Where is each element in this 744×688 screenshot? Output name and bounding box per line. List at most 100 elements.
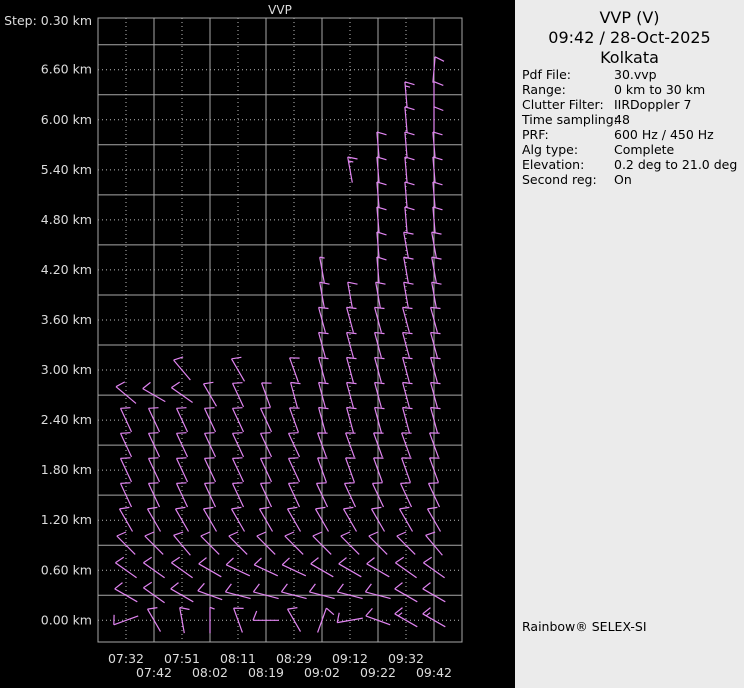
wind-barb <box>317 607 335 633</box>
x-tick-label: 08:19 <box>248 665 284 680</box>
info-value: 0 km to 30 km <box>614 82 706 97</box>
wind-barb <box>346 406 357 433</box>
wind-barb <box>115 381 137 404</box>
wind-barb <box>114 582 138 603</box>
info-key: Clutter Filter: <box>522 97 604 112</box>
y-tick-label: 1.80 km <box>41 462 92 477</box>
wind-barb <box>374 306 385 333</box>
wind-barb <box>287 432 301 458</box>
wind-barb <box>197 582 223 601</box>
info-row: Alg type: Complete <box>522 142 737 157</box>
wind-barb <box>402 306 413 333</box>
wind-barb <box>233 607 244 633</box>
product-title: VVP (V) <box>599 8 660 27</box>
y-tick-label: 4.20 km <box>41 262 92 277</box>
info-value: On <box>614 172 632 187</box>
wind-barb <box>347 281 358 308</box>
y-tick-label: 4.80 km <box>41 212 92 227</box>
wind-barb <box>404 81 415 108</box>
wind-barb <box>402 356 413 383</box>
wind-barb <box>346 356 357 383</box>
wind-barb <box>259 432 273 458</box>
wind-barb <box>287 457 301 483</box>
wind-barb <box>171 381 193 403</box>
wind-barb <box>403 281 414 308</box>
wind-barb <box>113 614 139 626</box>
wind-barb <box>318 356 329 383</box>
wind-barb <box>231 432 245 458</box>
wind-barb <box>376 131 387 158</box>
wind-barb <box>347 156 358 183</box>
wind-barb <box>203 457 217 483</box>
wind-barb <box>314 506 330 532</box>
wind-barb <box>346 306 357 333</box>
wind-barb <box>202 381 218 407</box>
info-value: 48 <box>614 112 630 127</box>
x-tick-label: 09:32 <box>388 651 424 666</box>
wind-barb <box>230 356 246 382</box>
wind-barb <box>170 582 194 603</box>
info-row: Time sampling: 48 <box>522 112 737 127</box>
chart-title: VVP <box>268 3 292 17</box>
info-list: Pdf File: 30.vvp Range: 0 km to 30 km Clutte… <box>522 67 737 187</box>
wind-barb <box>119 457 133 483</box>
wind-barb <box>173 531 191 556</box>
x-tick-label: 09:22 <box>360 665 396 680</box>
wind-barb <box>287 482 301 508</box>
wind-barb <box>281 557 307 577</box>
wind-barb <box>398 506 414 532</box>
wind-barb <box>431 256 442 283</box>
wind-barb <box>399 482 413 508</box>
wind-barb <box>175 407 189 433</box>
wind-barb <box>253 557 279 577</box>
wind-barb <box>371 482 385 508</box>
wind-barb <box>422 582 446 603</box>
y-tick-label: 5.40 km <box>41 162 92 177</box>
info-key: Time sampling: <box>522 112 618 127</box>
wind-barb <box>142 381 166 403</box>
wind-barb <box>402 406 413 433</box>
wind-barb <box>310 557 334 578</box>
wind-barb <box>119 432 133 458</box>
x-tick-label: 08:11 <box>220 651 256 666</box>
y-tick-label: 3.00 km <box>41 362 92 377</box>
wind-barb <box>290 381 301 408</box>
info-row: Clutter Filter: IIRDoppler 7 <box>522 97 737 112</box>
wind-barb <box>280 583 307 600</box>
wind-barb <box>425 531 443 556</box>
wind-barb <box>364 583 391 600</box>
wind-barb <box>430 381 441 408</box>
wind-barb <box>231 407 245 433</box>
wind-barb <box>224 583 251 600</box>
wind-barb <box>200 531 220 555</box>
wind-barb <box>401 457 412 483</box>
wind-barb <box>174 506 190 532</box>
wind-barb <box>346 331 357 358</box>
wind-barb <box>395 556 417 579</box>
wind-barb <box>318 381 329 408</box>
wind-barb <box>143 581 165 604</box>
wind-barb <box>374 331 385 358</box>
info-key: Second reg: <box>522 172 597 187</box>
wind-barb <box>116 531 136 555</box>
info-row: Pdf File: 30.vvp <box>522 67 737 82</box>
wind-barb <box>318 331 329 358</box>
y-tick-label: 0.60 km <box>41 562 92 577</box>
wind-barb <box>431 281 442 308</box>
y-tick-label: 6.60 km <box>41 62 92 77</box>
wind-barb <box>256 531 276 555</box>
wind-barb <box>312 531 332 555</box>
wind-barb <box>146 506 162 532</box>
wind-barb <box>202 506 218 532</box>
wind-barb <box>231 382 245 408</box>
wind-barb <box>429 457 440 483</box>
site-name: Kolkata <box>600 48 659 67</box>
wind-barb <box>404 156 415 183</box>
wind-barb <box>317 432 328 458</box>
wind-barb <box>345 457 356 483</box>
y-tick-label: 6.00 km <box>41 112 92 127</box>
x-tick-label: 08:02 <box>192 665 228 680</box>
wind-barb <box>433 81 444 108</box>
wind-barb <box>203 407 217 433</box>
wind-barb <box>179 606 190 634</box>
